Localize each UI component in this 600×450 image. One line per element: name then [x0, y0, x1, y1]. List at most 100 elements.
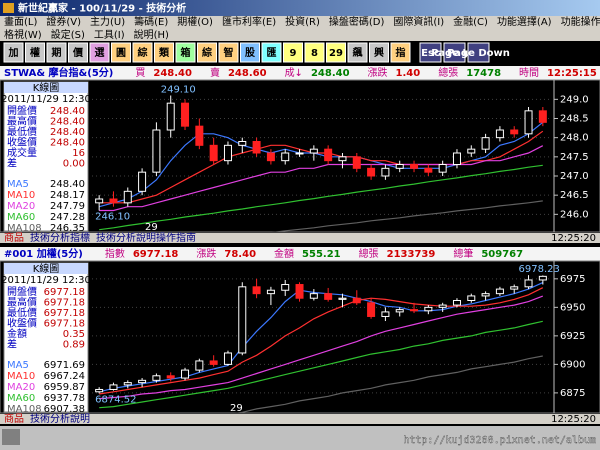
candle-body — [309, 148, 318, 154]
ma-label: MA20 — [7, 382, 35, 393]
footer-item[interactable]: 技術分析說明操作指南 — [96, 231, 196, 244]
menu-item[interactable]: 國際資訊(I) — [393, 15, 444, 28]
toolbar-button-label[interactable]: 股 — [245, 47, 256, 59]
toolbar-button-label[interactable]: 權 — [30, 46, 40, 59]
menu-item[interactable]: 操盤密碼(D) — [329, 15, 385, 28]
toolbar-button-label[interactable]: 類 — [158, 46, 170, 59]
toolbar-button[interactable] — [369, 42, 389, 63]
toolbar-button-label[interactable]: 箱 — [181, 46, 191, 59]
toolbar-button-label[interactable]: 價 — [72, 46, 84, 59]
footer-item[interactable]: 商品 — [4, 412, 24, 425]
info-title-bg — [4, 82, 88, 93]
toolbar-button-label[interactable]: 綜 — [202, 46, 212, 59]
candle-body — [495, 129, 504, 139]
footer-item[interactable]: 商品 — [4, 231, 24, 244]
menu-item[interactable]: 功能操作(F) — [561, 15, 600, 28]
ma-value: 248.17 — [50, 190, 85, 201]
toolbar-button-label[interactable]: 29 — [329, 48, 343, 59]
ma-line — [99, 287, 544, 395]
candle-body — [238, 286, 247, 354]
toolbar-button-label[interactable]: 指 — [396, 46, 406, 59]
candle-body — [166, 102, 175, 131]
candle-body — [467, 148, 476, 154]
toolbar-button[interactable] — [68, 42, 88, 63]
ma-line — [99, 282, 544, 393]
toolbar-button[interactable] — [467, 42, 490, 63]
toolbar-button-label[interactable]: 飆 — [353, 46, 363, 59]
menu-item[interactable]: 畫面(L) — [4, 15, 37, 28]
menu-item[interactable]: 工具(I) — [94, 29, 125, 41]
candle-body — [452, 300, 461, 306]
toolbar-button[interactable] — [304, 42, 325, 63]
menu-item[interactable]: 格視(W) — [4, 28, 42, 41]
candle-body — [123, 382, 132, 386]
candle-body — [352, 297, 361, 304]
ma-label: MA10 — [7, 190, 35, 201]
toolbar-button-label[interactable]: 9 — [290, 48, 297, 59]
candle-body — [395, 164, 404, 169]
toolbar-button[interactable] — [197, 42, 217, 63]
toolbar-button-label[interactable]: 選 — [95, 46, 105, 59]
candle-body — [467, 295, 476, 301]
toolbar-button[interactable] — [89, 42, 110, 63]
footer-item[interactable]: 技術分析指標 — [30, 231, 90, 244]
toolbar-button-label[interactable]: 興 — [374, 46, 384, 59]
toolbar-button[interactable] — [240, 42, 260, 63]
high-label: 249.10 — [161, 85, 196, 96]
watermark: http://kujd3268.pixnet.net/album — [403, 435, 596, 446]
candle-body — [381, 311, 390, 317]
info-value: 0.35 — [63, 329, 85, 340]
toolbar-button-label[interactable]: 加 — [8, 46, 19, 59]
toolbar-button-label[interactable]: Page Up — [431, 48, 478, 59]
menu-item[interactable]: 設定(S) — [51, 28, 85, 41]
menu-item[interactable]: 籌碼(E) — [134, 15, 168, 28]
toolbar-button[interactable] — [419, 42, 442, 63]
info-box — [3, 81, 89, 232]
toolbar-button[interactable] — [132, 42, 153, 63]
toolbar-button[interactable] — [46, 42, 67, 63]
menu-item[interactable]: 期權(O) — [177, 15, 213, 28]
toolbar-button[interactable] — [390, 42, 411, 63]
status-icon — [2, 429, 20, 445]
toolbar-button-label[interactable]: 期 — [52, 46, 62, 59]
toolbar-button-label[interactable]: 圓 — [116, 47, 126, 59]
toolbar-button[interactable] — [443, 42, 466, 63]
toolbar-button[interactable] — [25, 42, 45, 63]
info-value: 6977.18 — [44, 287, 85, 298]
menu-item[interactable]: 功能選擇(A) — [497, 15, 552, 28]
toolbar-button[interactable] — [326, 42, 346, 63]
toolbar-button-label[interactable]: 匯 — [267, 47, 277, 59]
toolbar-button-label[interactable]: Esc — [421, 48, 440, 59]
menu-item[interactable]: 證券(V) — [46, 15, 81, 28]
info-value: 0.00 — [63, 159, 85, 170]
footer-item[interactable]: 技術分析說明 — [30, 412, 90, 425]
menu-item[interactable]: 匯市利率(E) — [222, 15, 276, 28]
menu-item[interactable]: 投資(R) — [285, 15, 320, 28]
candle-body — [338, 297, 347, 300]
toolbar-button[interactable] — [175, 42, 196, 63]
ma-value: 246.35 — [50, 223, 85, 234]
candle-body — [510, 129, 519, 135]
menu-item[interactable]: 主力(U) — [90, 15, 125, 28]
candle-body — [281, 284, 290, 291]
candle-body — [538, 275, 547, 281]
toolbar-button[interactable] — [347, 42, 368, 63]
toolbar-button-label[interactable]: Page Down — [447, 48, 510, 59]
y-tick-label: 248.5 — [560, 114, 589, 125]
toolbar-button[interactable] — [154, 42, 174, 63]
toolbar-button[interactable] — [218, 42, 239, 63]
toolbar-button[interactable] — [111, 42, 131, 63]
toolbar-button[interactable] — [283, 42, 303, 63]
toolbar-button[interactable] — [3, 42, 24, 63]
toolbar-button-label[interactable]: 智 — [224, 46, 234, 59]
ma-value: 6971.69 — [44, 360, 85, 371]
toolbar-button-label[interactable]: 綜 — [138, 46, 148, 59]
menu-item[interactable]: 說明(H) — [134, 28, 169, 41]
field-label: 總張 — [359, 247, 379, 260]
toolbar-button[interactable] — [261, 42, 282, 63]
ma-label: MA60 — [7, 212, 35, 223]
candle-body — [266, 152, 275, 162]
toolbar-button-label[interactable]: 8 — [311, 48, 318, 59]
menu-item[interactable]: 金融(C) — [453, 15, 488, 28]
